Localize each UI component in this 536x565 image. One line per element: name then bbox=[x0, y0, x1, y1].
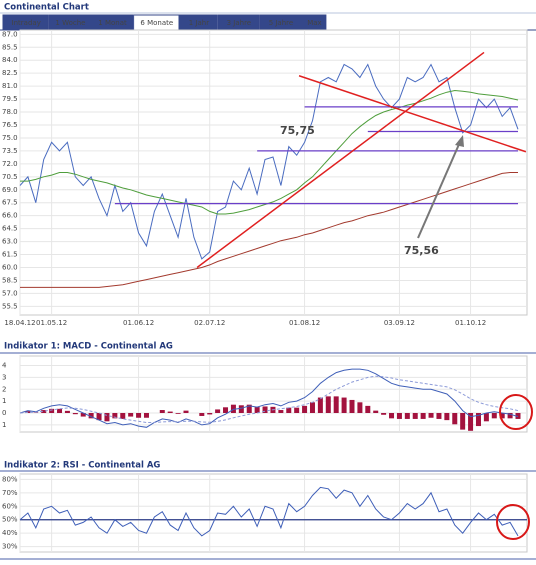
histogram-bar bbox=[176, 413, 181, 414]
y-tick-label: 30% bbox=[2, 543, 18, 551]
tab-label[interactable]: 1 Monat bbox=[98, 19, 127, 27]
histogram-bar bbox=[484, 413, 489, 421]
y-tick-label: 80% bbox=[2, 475, 18, 483]
histogram-bar bbox=[294, 408, 299, 413]
y-tick-label: 76.5 bbox=[2, 121, 18, 129]
y-tick-label: 64.5 bbox=[2, 225, 18, 233]
y-tick-label: 55.5 bbox=[2, 302, 18, 310]
y-tick-label: 79.5 bbox=[2, 95, 18, 103]
y-tick-label: 58.5 bbox=[2, 276, 18, 284]
tab-label[interactable]: 1 Jahr bbox=[189, 19, 209, 27]
y-tick-label: 70% bbox=[2, 489, 18, 497]
histogram-bar bbox=[357, 402, 362, 413]
histogram-bar bbox=[429, 413, 434, 418]
histogram-bar bbox=[492, 413, 497, 418]
tab-label[interactable]: 1 Woche bbox=[55, 19, 85, 27]
histogram-bar bbox=[199, 413, 204, 416]
y-tick-label: 61.5 bbox=[2, 251, 18, 259]
histogram-bar bbox=[452, 413, 457, 424]
y-tick-label: 69.0 bbox=[2, 186, 18, 194]
histogram-bar bbox=[334, 396, 339, 413]
histogram-bar bbox=[397, 413, 402, 419]
annotation: 75,75 bbox=[280, 124, 315, 137]
x-tick-label: 01.05.12 bbox=[36, 319, 67, 327]
x-tick-label: 01.08.12 bbox=[289, 319, 320, 327]
tab-label[interactable]: Max bbox=[307, 19, 321, 27]
plot-area bbox=[20, 474, 527, 552]
histogram-bar bbox=[239, 405, 244, 413]
histogram-bar bbox=[144, 413, 149, 418]
histogram-bar bbox=[49, 409, 54, 413]
histogram-bar bbox=[65, 411, 70, 413]
histogram-bar bbox=[184, 411, 189, 413]
histogram-bar bbox=[168, 412, 173, 413]
histogram-bar bbox=[160, 410, 165, 413]
y-tick-label: 87.0 bbox=[2, 30, 18, 38]
histogram-bar bbox=[136, 413, 141, 418]
panel-title: Indikator 1: MACD - Continental AG bbox=[4, 342, 173, 352]
histogram-bar bbox=[413, 413, 418, 419]
y-tick-label: 67.5 bbox=[2, 199, 18, 207]
x-tick-label: 03.09.12 bbox=[384, 319, 415, 327]
histogram-bar bbox=[310, 402, 315, 413]
histogram-bar bbox=[405, 413, 410, 419]
histogram-bar bbox=[444, 413, 449, 420]
x-tick-label: 18.04.12 bbox=[4, 319, 35, 327]
histogram-bar bbox=[215, 409, 220, 413]
annotation: 75,56 bbox=[404, 244, 439, 257]
x-tick-label: 01.10.12 bbox=[455, 319, 486, 327]
histogram-bar bbox=[381, 413, 386, 415]
y-tick-label: 4 bbox=[2, 362, 7, 370]
y-tick-label: 73.5 bbox=[2, 147, 18, 155]
y-tick-label: 85.5 bbox=[2, 43, 18, 51]
histogram-bar bbox=[128, 413, 133, 417]
y-tick-label: 1 bbox=[2, 421, 6, 429]
x-tick-label: 02.07.12 bbox=[194, 319, 225, 327]
histogram-bar bbox=[373, 411, 378, 413]
histogram-bar bbox=[421, 413, 426, 419]
y-tick-label: 82.5 bbox=[2, 69, 18, 77]
x-tick-label: 01.06.12 bbox=[123, 319, 154, 327]
histogram-bar bbox=[342, 398, 347, 413]
y-tick-label: 60% bbox=[2, 502, 18, 510]
header-title: Continental Chart bbox=[4, 3, 89, 13]
y-tick-label: 78.0 bbox=[2, 108, 18, 116]
histogram-bar bbox=[326, 396, 331, 413]
histogram-bar bbox=[460, 413, 465, 430]
histogram-bar bbox=[223, 407, 228, 413]
histogram-bar bbox=[389, 413, 394, 418]
y-tick-label: 84.0 bbox=[2, 56, 18, 64]
histogram-bar bbox=[350, 400, 355, 413]
y-tick-label: 60.0 bbox=[2, 264, 18, 272]
histogram-bar bbox=[365, 406, 370, 413]
y-tick-label: 0 bbox=[2, 409, 6, 417]
y-tick-label: 66.0 bbox=[2, 212, 18, 220]
y-tick-label: 63.0 bbox=[2, 238, 18, 246]
histogram-bar bbox=[318, 398, 323, 413]
histogram-bar bbox=[436, 413, 441, 419]
y-tick-label: 40% bbox=[2, 529, 18, 537]
y-tick-label: 57.0 bbox=[2, 289, 18, 297]
plot-area bbox=[20, 356, 527, 432]
y-tick-label: 72.0 bbox=[2, 160, 18, 168]
histogram-bar bbox=[278, 410, 283, 413]
histogram-bar bbox=[302, 406, 307, 413]
histogram-bar bbox=[207, 413, 212, 414]
histogram-bar bbox=[286, 408, 291, 413]
tab-label[interactable]: 5 Jahre bbox=[269, 19, 294, 27]
tab-label[interactable]: 3 Jahre bbox=[227, 19, 252, 27]
panel-title: Indikator 2: RSI - Continental AG bbox=[4, 461, 160, 471]
y-tick-label: 3 bbox=[2, 373, 6, 381]
y-tick-label: 75.0 bbox=[2, 134, 18, 142]
histogram-bar bbox=[73, 413, 78, 414]
y-tick-label: 50% bbox=[2, 516, 18, 524]
y-tick-label: 2 bbox=[2, 385, 6, 393]
histogram-bar bbox=[104, 413, 109, 421]
y-tick-label: 70.5 bbox=[2, 173, 18, 181]
y-tick-label: 81.0 bbox=[2, 82, 18, 90]
y-tick-label: 1 bbox=[2, 397, 6, 405]
tab-label[interactable]: 6 Monate bbox=[140, 19, 173, 27]
tab-label[interactable]: Intraday bbox=[12, 19, 41, 27]
